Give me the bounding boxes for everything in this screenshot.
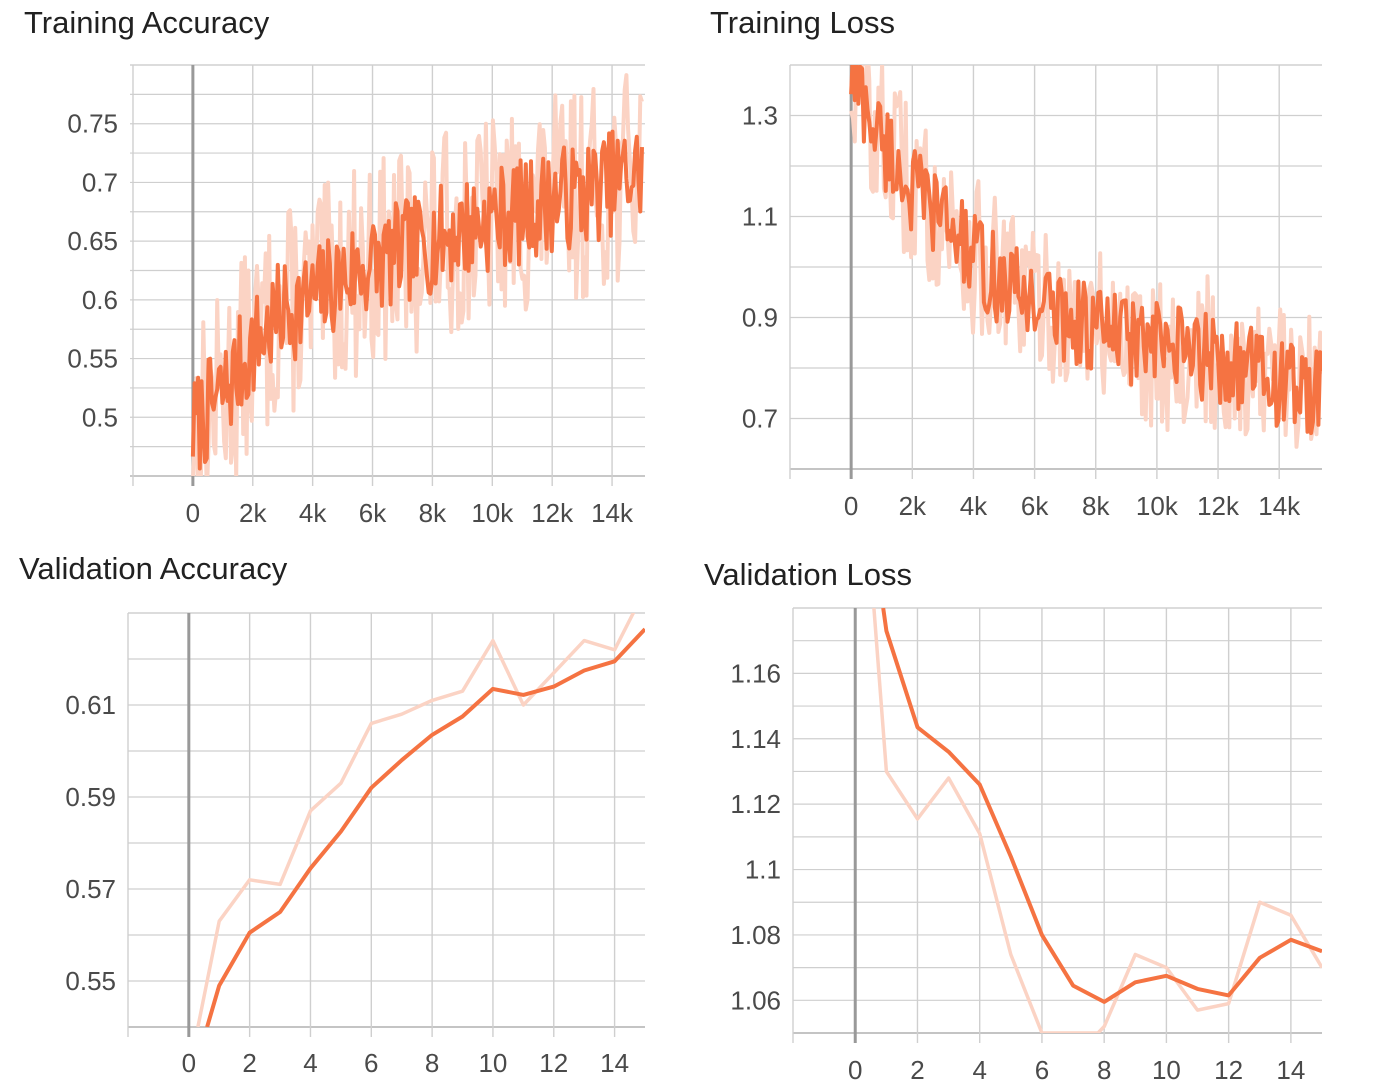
x-tick-label: 10k [471, 498, 514, 528]
x-tick-label: 10 [1152, 1055, 1181, 1080]
smoothed-series-line [849, 65, 1322, 436]
smoothed-series-line [205, 627, 645, 1027]
y-tick-label: 0.9 [742, 303, 778, 333]
y-tick-label: 1.3 [742, 101, 778, 131]
plot-area [196, 613, 645, 1027]
x-tick-label: 10 [478, 1048, 507, 1078]
y-tick-label: 0.7 [742, 404, 778, 434]
x-tick-label: 12 [539, 1048, 568, 1078]
x-tick-label: 8 [425, 1048, 439, 1078]
y-tick-label: 0.61 [65, 690, 116, 720]
raw-series-line [872, 608, 1322, 1033]
y-tick-label: 0.65 [67, 226, 118, 256]
y-tick-label: 0.57 [65, 874, 116, 904]
x-tick-label: 8k [419, 498, 447, 528]
y-tick-label: 1.14 [730, 724, 781, 754]
x-tick-label: 12k [531, 498, 574, 528]
x-tick-label: 14k [1258, 491, 1301, 521]
y-tick-label: 0.55 [67, 344, 118, 374]
plot-area [872, 608, 1322, 1033]
x-tick-label: 8k [1082, 491, 1110, 521]
y-tick-label: 0.75 [67, 109, 118, 139]
y-tick-label: 1.08 [730, 920, 781, 950]
x-tick-label: 4 [303, 1048, 317, 1078]
x-tick-label: 14 [1276, 1055, 1305, 1080]
x-tick-label: 2 [242, 1048, 256, 1078]
x-tick-label: 8 [1097, 1055, 1111, 1080]
y-tick-label: 1.06 [730, 985, 781, 1015]
x-tick-label: 6k [359, 498, 387, 528]
x-tick-label: 2k [899, 491, 927, 521]
y-tick-label: 0.59 [65, 782, 116, 812]
smoothed-series-line [881, 608, 1322, 1004]
x-tick-label: 10k [1136, 491, 1179, 521]
training-loss-title: Training Loss [710, 5, 895, 40]
y-tick-label: 0.7 [82, 167, 118, 197]
x-tick-label: 2 [910, 1055, 924, 1080]
x-tick-label: 4k [299, 498, 327, 528]
x-tick-label: 6 [1035, 1055, 1049, 1080]
x-tick-label: 0 [186, 498, 200, 528]
x-tick-label: 4 [972, 1055, 986, 1080]
y-tick-label: 1.16 [730, 658, 781, 688]
y-tick-label: 0.6 [82, 285, 118, 315]
plot-area [190, 73, 644, 476]
validation-accuracy-title: Validation Accuracy [19, 551, 288, 586]
x-tick-label: 0 [848, 1055, 862, 1080]
validation-loss-title: Validation Loss [704, 557, 912, 592]
x-tick-label: 2k [239, 498, 267, 528]
y-tick-label: 1.1 [745, 855, 781, 885]
x-tick-label: 4k [960, 491, 988, 521]
y-tick-label: 0.55 [65, 966, 116, 996]
plot-area [849, 65, 1322, 449]
y-tick-label: 0.5 [82, 402, 118, 432]
y-tick-label: 1.12 [730, 789, 781, 819]
training-accuracy-title: Training Accuracy [24, 5, 270, 40]
smoothed-series-line [190, 129, 644, 471]
x-tick-label: 14 [600, 1048, 629, 1078]
x-tick-label: 6 [364, 1048, 378, 1078]
x-tick-label: 0 [182, 1048, 196, 1078]
x-tick-label: 12 [1214, 1055, 1243, 1080]
raw-series-line [196, 613, 636, 1027]
x-tick-label: 6k [1021, 491, 1049, 521]
x-tick-label: 14k [591, 498, 634, 528]
x-tick-label: 12k [1197, 491, 1240, 521]
x-tick-label: 0 [844, 491, 858, 521]
y-tick-label: 1.1 [742, 202, 778, 232]
